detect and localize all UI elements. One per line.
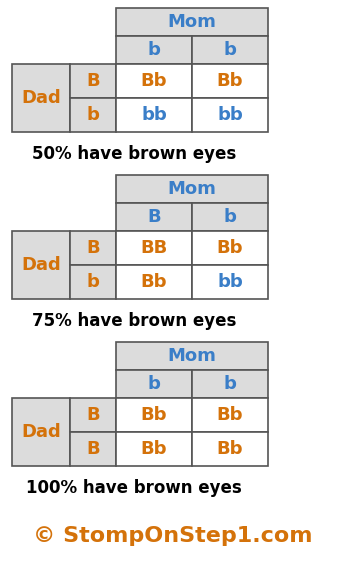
Text: bb: bb — [217, 273, 243, 291]
Text: Dad: Dad — [21, 256, 61, 274]
Text: b: b — [86, 273, 99, 291]
Text: b: b — [147, 41, 161, 59]
Bar — [192, 398, 268, 432]
Bar — [116, 370, 192, 398]
Bar — [192, 203, 268, 231]
Text: 50% have brown eyes: 50% have brown eyes — [32, 145, 236, 163]
Text: b: b — [224, 375, 236, 393]
Bar — [116, 398, 192, 432]
Text: 75% have brown eyes: 75% have brown eyes — [32, 312, 236, 330]
Text: b: b — [86, 106, 99, 124]
Text: Bb: Bb — [141, 72, 167, 90]
Bar — [70, 231, 116, 265]
Text: B: B — [86, 440, 100, 458]
Bar — [116, 8, 268, 36]
Bar — [192, 370, 268, 398]
Bar — [116, 36, 192, 64]
Text: Bb: Bb — [217, 72, 243, 90]
Bar — [12, 398, 70, 466]
Bar — [116, 175, 268, 203]
Text: Bb: Bb — [217, 440, 243, 458]
Text: Mom: Mom — [167, 180, 217, 198]
Text: Dad: Dad — [21, 89, 61, 107]
Bar — [70, 398, 116, 432]
Bar — [116, 203, 192, 231]
Text: bb: bb — [141, 106, 167, 124]
Text: Dad: Dad — [21, 423, 61, 441]
Text: B: B — [86, 72, 100, 90]
Bar — [70, 432, 116, 466]
Text: Bb: Bb — [141, 273, 167, 291]
Bar — [192, 36, 268, 64]
Text: B: B — [86, 239, 100, 257]
Bar — [192, 231, 268, 265]
Bar — [116, 432, 192, 466]
Bar — [116, 231, 192, 265]
Text: © StompOnStep1.com: © StompOnStep1.com — [33, 526, 313, 546]
Text: b: b — [147, 375, 161, 393]
Text: b: b — [224, 41, 236, 59]
Text: BB: BB — [140, 239, 167, 257]
Bar — [12, 64, 70, 132]
Text: bb: bb — [217, 106, 243, 124]
Text: B: B — [86, 406, 100, 424]
Bar — [192, 265, 268, 299]
Text: Bb: Bb — [217, 239, 243, 257]
Bar — [192, 432, 268, 466]
Text: Bb: Bb — [141, 440, 167, 458]
Text: 100% have brown eyes: 100% have brown eyes — [26, 479, 242, 497]
Bar — [116, 64, 192, 98]
Text: Mom: Mom — [167, 13, 217, 31]
Bar — [116, 98, 192, 132]
Text: Bb: Bb — [217, 406, 243, 424]
Text: Bb: Bb — [141, 406, 167, 424]
Bar — [116, 342, 268, 370]
Text: B: B — [147, 208, 161, 226]
Bar — [70, 64, 116, 98]
Text: b: b — [224, 208, 236, 226]
Bar — [70, 98, 116, 132]
Bar — [192, 98, 268, 132]
Bar — [12, 231, 70, 299]
Bar — [192, 64, 268, 98]
Bar — [116, 265, 192, 299]
Bar — [70, 265, 116, 299]
Text: Mom: Mom — [167, 347, 217, 365]
